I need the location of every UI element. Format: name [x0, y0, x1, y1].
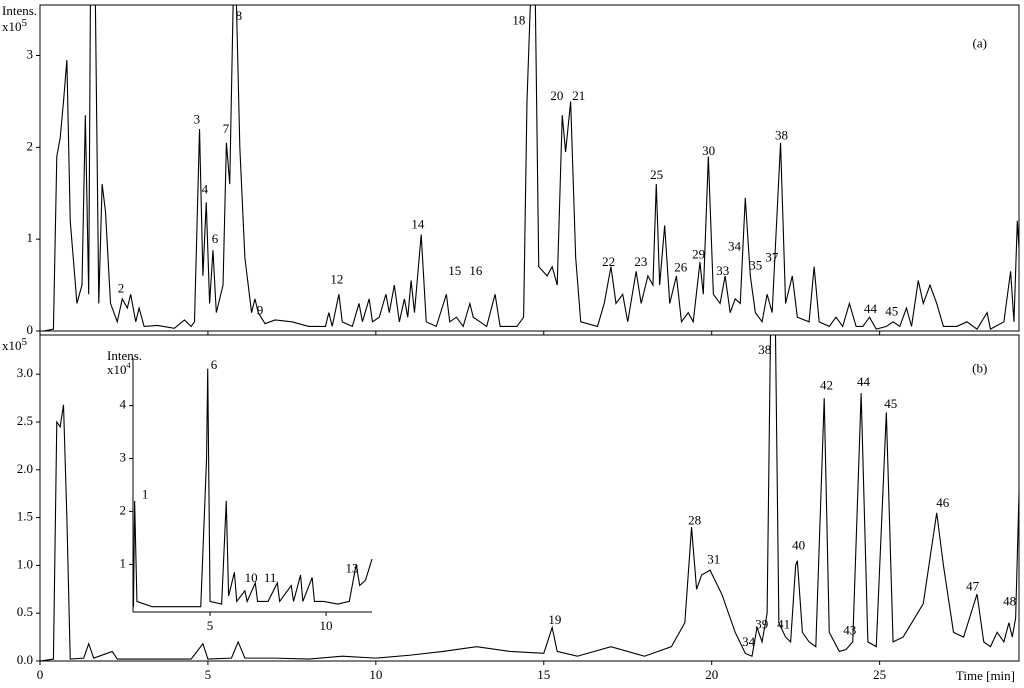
peak-label: 21 [572, 88, 585, 103]
peak-label: 46 [936, 495, 950, 510]
peak-label: (a) [972, 35, 986, 50]
y-tick-label: 0.5 [17, 604, 33, 619]
peak-label: 35 [749, 258, 762, 273]
peak-label: 14 [411, 216, 425, 231]
x-tick-label: 0 [37, 667, 44, 682]
peak-label: 16 [469, 263, 483, 278]
peak-label: 22 [602, 254, 615, 269]
peak-label: 8 [236, 8, 243, 23]
x-tick-label: 15 [537, 667, 550, 682]
peak-label: 9 [257, 303, 264, 318]
peak-label: 1 [142, 487, 149, 502]
peak-label: 42 [820, 378, 833, 393]
trace [132, 368, 373, 608]
y-tick-label: 1 [120, 555, 127, 570]
y-tick-label: 1.5 [17, 509, 33, 524]
peak-label: 6 [212, 231, 219, 246]
y-multiplier-exponent: 5 [22, 17, 28, 29]
y-tick-label: 3.0 [17, 365, 33, 380]
peak-label: 6 [211, 357, 218, 372]
y-tick-label: 3 [120, 450, 127, 465]
x-label: Time [min] [956, 668, 1015, 683]
trace [43, 4, 1020, 332]
y-tick-label: 2.0 [17, 461, 33, 476]
peak-label: 39 [755, 617, 768, 632]
y-tick-label: 0 [27, 322, 34, 337]
peak-label: 10 [245, 570, 258, 585]
x-tick-label: 20 [705, 667, 718, 682]
plot-frame [39, 4, 1020, 332]
peak-label: 41 [777, 617, 790, 632]
peak-label: 37 [765, 249, 779, 264]
x-tick-label: 10 [320, 618, 333, 633]
peak-label: 45 [884, 396, 897, 411]
peak-label: 2 [118, 281, 125, 296]
y-multiplier-base: x10 [2, 19, 22, 34]
peak-label: 45 [885, 304, 898, 319]
y-tick-label: 2 [27, 138, 34, 153]
peak-label: 48 [1003, 594, 1016, 609]
peak-label: 40 [792, 537, 805, 552]
y-tick-label: 4 [120, 397, 127, 412]
peak-label: 30 [702, 143, 715, 158]
peak-label: 38 [758, 342, 771, 357]
peak-label: 7 [223, 121, 230, 136]
y-label: Intens. [107, 348, 142, 363]
peak-label: 34 [742, 634, 756, 649]
x-tick-label: 5 [207, 618, 214, 633]
y-multiplier-base: x10 [2, 338, 22, 353]
peak-label: 4 [202, 181, 209, 196]
y-multiplier: x105 [2, 336, 28, 353]
x-tick-label: 25 [873, 667, 886, 682]
peak-label: 31 [707, 552, 720, 567]
y-multiplier: x104 [107, 361, 131, 377]
peak-label: 34 [728, 238, 742, 253]
peak-label: 3 [194, 112, 201, 127]
y-tick-label: 1 [27, 230, 34, 245]
y-multiplier: x105 [2, 17, 28, 34]
peak-label: 19 [548, 612, 561, 627]
peak-label: 11 [264, 570, 277, 585]
peak-label: 44 [864, 301, 878, 316]
y-multiplier-exponent: 5 [22, 336, 28, 348]
y-multiplier-base: x10 [107, 362, 127, 377]
peak-label: 15 [448, 263, 461, 278]
x-tick-label: 5 [205, 667, 212, 682]
y-tick-label: 2 [120, 502, 127, 517]
peak-label: 20 [550, 88, 563, 103]
peak-label: 25 [650, 167, 663, 182]
peak-label: 28 [688, 512, 701, 527]
peak-label: 47 [966, 578, 980, 593]
peak-label: 43 [843, 622, 856, 637]
peak-label: 33 [716, 263, 729, 278]
peak-label: 13 [346, 561, 359, 576]
peak-label: 18 [512, 13, 525, 28]
peak-label: 38 [775, 127, 788, 142]
trace [39, 334, 1020, 662]
y-label: Intens. [2, 3, 37, 18]
y-tick-label: 0.0 [17, 652, 33, 667]
y-tick-label: 3 [27, 46, 34, 61]
peak-label: 12 [330, 271, 343, 286]
peak-label: 23 [634, 254, 647, 269]
peak-label: (b) [972, 360, 987, 375]
peak-label: 44 [857, 374, 871, 389]
peak-label: 29 [692, 247, 705, 262]
y-tick-label: 2.5 [17, 413, 33, 428]
y-multiplier-exponent: 4 [127, 361, 131, 370]
peak-label: 26 [674, 260, 688, 275]
x-tick-label: 10 [369, 667, 382, 682]
y-tick-label: 1.0 [17, 556, 33, 571]
